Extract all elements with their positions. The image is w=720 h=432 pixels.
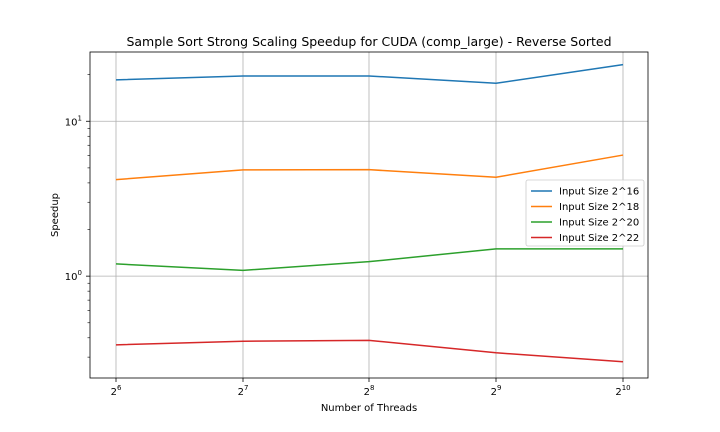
chart-title: Sample Sort Strong Scaling Speedup for C… bbox=[126, 34, 611, 49]
y-tick-label: 101 bbox=[65, 114, 82, 128]
x-axis-label: Number of Threads bbox=[321, 403, 417, 414]
y-tick-label: 100 bbox=[65, 269, 82, 283]
x-tick-label: 28 bbox=[364, 384, 375, 398]
minor-ticks bbox=[87, 74, 90, 358]
x-axis: 26 27 28 29 210 bbox=[111, 378, 631, 398]
x-tick-label: 27 bbox=[238, 384, 249, 398]
series-line bbox=[115, 154, 624, 181]
x-tick-label: 26 bbox=[111, 384, 122, 398]
series-lines bbox=[115, 63, 624, 363]
y-axis-label: Speedup bbox=[50, 193, 61, 237]
x-tick-label: 29 bbox=[491, 384, 502, 398]
series-line bbox=[115, 339, 624, 363]
legend: Input Size 2^16 Input Size 2^18 Input Size… bbox=[525, 179, 645, 247]
legend-label: Input Size 2^16 bbox=[559, 187, 639, 198]
series-line bbox=[115, 248, 623, 272]
series-line bbox=[115, 63, 624, 84]
legend-frame bbox=[525, 179, 645, 247]
y-axis: 100 101 bbox=[65, 114, 90, 283]
legend-label: Input Size 2^18 bbox=[559, 202, 639, 213]
legend-label: Input Size 2^20 bbox=[559, 218, 639, 229]
x-tick-label: 210 bbox=[615, 384, 630, 398]
legend-label: Input Size 2^22 bbox=[559, 233, 639, 244]
